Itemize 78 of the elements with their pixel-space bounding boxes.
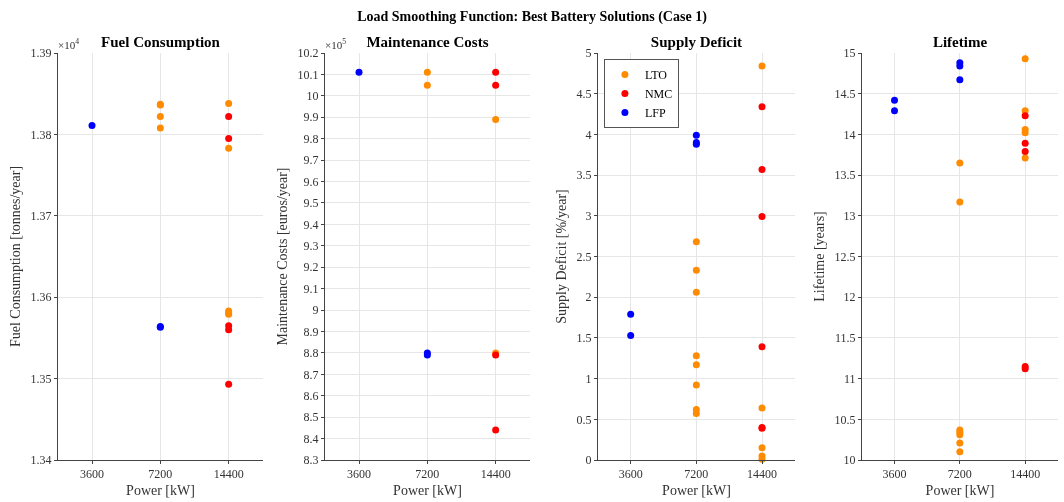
x-tick-label: 14400 bbox=[213, 467, 244, 482]
y-tick-label: 9.1 bbox=[303, 281, 319, 296]
text: Load Smoothing Function: Best Battery Solutions (Case 1) bbox=[356, 8, 708, 26]
y-tick-label: 9.2 bbox=[303, 260, 319, 275]
y-tick-label: 9.9 bbox=[303, 110, 319, 125]
y-tick-label: 14.5 bbox=[834, 86, 856, 101]
y-tick-label: 10.1 bbox=[297, 67, 319, 82]
y-tick-label: 3 bbox=[585, 209, 592, 223]
chart-title: Fuel Consumption bbox=[101, 34, 221, 51]
y-tick-label: 1.35 bbox=[30, 371, 52, 386]
y-tick-label: 8.3 bbox=[303, 453, 319, 468]
y-tick-label: 9.3 bbox=[303, 238, 319, 253]
x-tick-label: 3600 bbox=[882, 467, 907, 482]
y-tick-label: 14 bbox=[843, 127, 856, 142]
y-tick-label: 8.8 bbox=[303, 346, 319, 361]
y-tick-label: 10.2 bbox=[297, 46, 319, 61]
text: ×10$^{4}$ bbox=[58, 37, 80, 51]
y-tick-label: 9.5 bbox=[303, 196, 319, 211]
y-tick-label: 2 bbox=[585, 290, 592, 305]
x-tick-label: 7200 bbox=[415, 467, 440, 482]
y-tick-label: 8.4 bbox=[303, 431, 319, 446]
x-tick-label: 7200 bbox=[148, 467, 173, 482]
y-tick-label: 11 bbox=[844, 371, 856, 386]
y-tick-label: 0.5 bbox=[576, 412, 592, 427]
y-tick-label: 15 bbox=[843, 46, 856, 61]
y-tick-label: 1.37 bbox=[30, 209, 52, 223]
y-tick-label: 1.39 bbox=[30, 46, 52, 61]
y-axis-title: Fuel Consumption [tonnes/year] bbox=[8, 165, 24, 348]
y-axis-title: Maintenance Costs [euros/year] bbox=[275, 167, 291, 346]
y-tick-label: 11.5 bbox=[835, 331, 856, 346]
x-axis-title: Power [kW] bbox=[393, 482, 462, 498]
chart-title: Maintenance Costs bbox=[366, 34, 489, 51]
y-tick-label: 2.5 bbox=[576, 249, 592, 264]
y-tick-label: 8.6 bbox=[303, 388, 319, 403]
y-tick-label: 12 bbox=[843, 290, 856, 305]
x-tick-label: 3600 bbox=[347, 467, 371, 482]
y-tick-label: 8.7 bbox=[303, 367, 319, 382]
x-tick-label: 7200 bbox=[947, 467, 972, 482]
legend-label: NMC bbox=[644, 87, 673, 102]
x-axis-title: Power [kW] bbox=[126, 482, 195, 498]
y-tick-label: 1.38 bbox=[30, 127, 52, 142]
y-tick-label: 4.5 bbox=[576, 86, 592, 101]
x-tick-label: 3600 bbox=[80, 467, 104, 482]
y-tick-label: 1 bbox=[585, 371, 592, 386]
x-tick-label: 7200 bbox=[684, 467, 709, 482]
y-axis-title: Lifetime [years] bbox=[812, 211, 828, 302]
x-tick-label: 14400 bbox=[747, 467, 777, 482]
y-tick-label: 4 bbox=[585, 127, 592, 142]
y-tick-label: 1.36 bbox=[30, 290, 52, 305]
y-tick-label: 10.5 bbox=[834, 412, 856, 427]
chart-title: Supply Deficit bbox=[650, 34, 743, 51]
y-tick-label: 1.5 bbox=[576, 331, 592, 346]
chart-title: Lifetime bbox=[932, 34, 988, 51]
y-tick-label: 5 bbox=[585, 46, 592, 61]
y-tick-label: 13 bbox=[843, 209, 856, 223]
y-tick-label: 9.8 bbox=[303, 131, 319, 146]
y-tick-label: 10 bbox=[306, 89, 319, 104]
x-axis-title: Power [kW] bbox=[925, 482, 995, 498]
x-tick-label: 3600 bbox=[618, 467, 643, 482]
x-tick-label: 14400 bbox=[1010, 467, 1041, 482]
legend-label: LFP bbox=[644, 106, 666, 121]
y-tick-label: 8.5 bbox=[303, 410, 319, 425]
y-tick-label: 9.6 bbox=[303, 174, 319, 189]
y-tick-label: 9.7 bbox=[303, 153, 319, 168]
text: ×10$^{5}$ bbox=[325, 37, 347, 51]
x-axis-title: Power [kW] bbox=[662, 482, 731, 498]
y-tick-label: 3.5 bbox=[576, 168, 592, 183]
x-tick-label: 14400 bbox=[480, 467, 511, 482]
y-axis-title: Supply Deficit [%/year] bbox=[554, 189, 570, 324]
y-tick-label: 13.5 bbox=[834, 168, 856, 183]
legend-label: LTO bbox=[644, 68, 668, 83]
y-tick-label: 8.9 bbox=[303, 324, 319, 339]
y-tick-label: 1.34 bbox=[30, 453, 52, 468]
y-tick-label: 12.5 bbox=[834, 249, 856, 264]
y-tick-label: 9 bbox=[312, 303, 319, 318]
y-tick-label: 9.4 bbox=[303, 217, 319, 232]
y-tick-label: 0 bbox=[585, 453, 592, 468]
y-tick-label: 10 bbox=[843, 453, 856, 468]
